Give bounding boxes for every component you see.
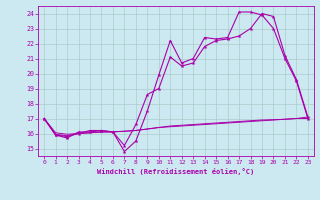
X-axis label: Windchill (Refroidissement éolien,°C): Windchill (Refroidissement éolien,°C) — [97, 168, 255, 175]
